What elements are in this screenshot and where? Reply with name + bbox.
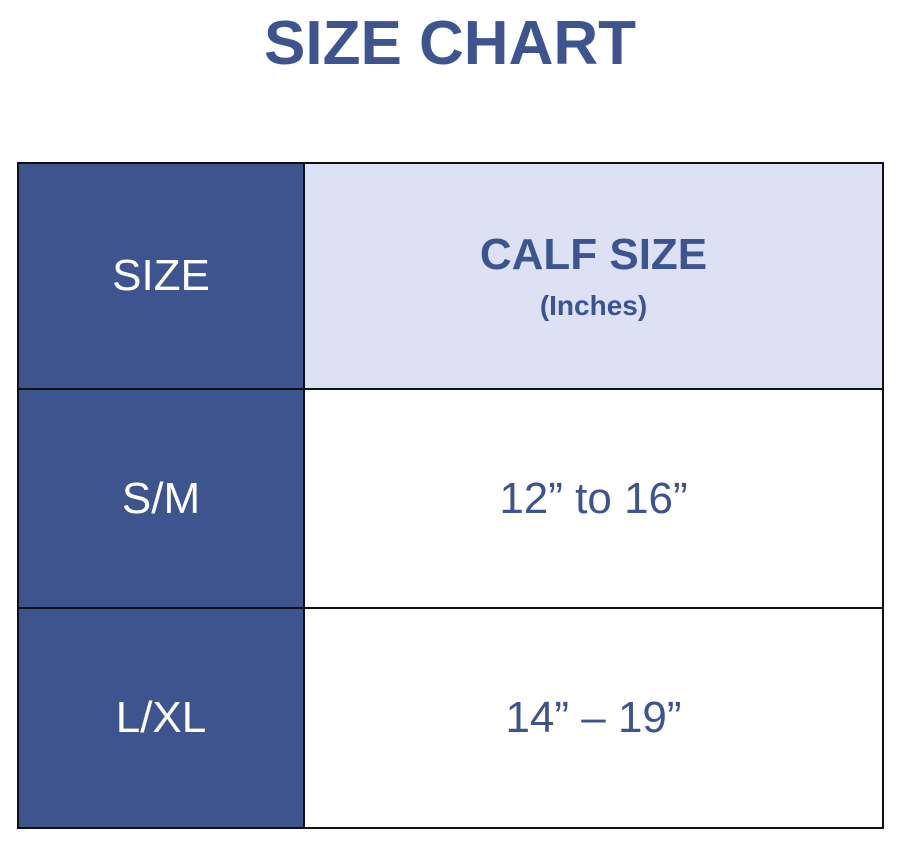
size-chart-table: SIZE CALF SIZE (Inches) S/M 12” to 16” L… <box>17 162 884 829</box>
size-cell: L/XL <box>17 607 305 829</box>
header-calf-label: CALF SIZE <box>479 230 708 279</box>
size-cell: S/M <box>17 388 305 609</box>
calf-size-cell: 12” to 16” <box>303 388 884 609</box>
table-row: S/M 12” to 16” <box>17 388 884 609</box>
table-header-row: SIZE CALF SIZE (Inches) <box>17 162 884 390</box>
table-row: L/XL 14” – 19” <box>17 607 884 829</box>
page-title: SIZE CHART <box>264 9 636 78</box>
header-calf-size: CALF SIZE (Inches) <box>303 162 884 390</box>
header-size: SIZE <box>17 162 305 390</box>
calf-size-cell: 14” – 19” <box>303 607 884 829</box>
header-unit: (Inches) <box>539 290 648 321</box>
